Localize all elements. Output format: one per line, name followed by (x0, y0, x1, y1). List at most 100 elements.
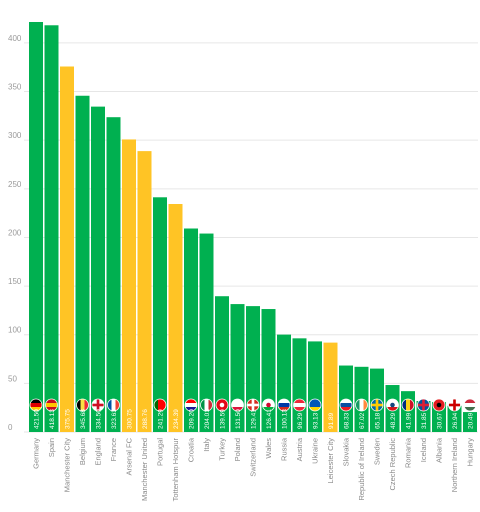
y-tick-label: 300 (8, 131, 22, 140)
category-label: Slovakia (342, 437, 351, 466)
bar (153, 197, 167, 432)
bars (29, 21, 477, 433)
category-label: Switzerland (249, 438, 258, 477)
y-tick-label: 150 (8, 277, 22, 286)
y-tick-label: 100 (8, 326, 22, 335)
y-tick-label: 350 (8, 83, 22, 92)
category-label: Italy (202, 438, 211, 452)
flag-hungary-icon (463, 398, 477, 412)
value-label: 334.50 (95, 409, 102, 429)
bar (168, 204, 183, 432)
category-label: Manchester United (140, 438, 149, 501)
flag-germany-icon (29, 398, 43, 412)
flag-albania-icon (432, 398, 446, 412)
flag-ukraine-icon (308, 398, 322, 412)
value-label: 421.50 (33, 409, 40, 429)
value-label: 91.89 (328, 412, 335, 429)
category-label: Poland (233, 438, 242, 461)
bar (75, 95, 90, 433)
value-label: 20.49 (467, 412, 474, 429)
category-label: Czech Republic (388, 438, 397, 491)
value-label: 48.29 (390, 412, 397, 429)
bar (463, 412, 477, 432)
value-label: 129.41 (250, 409, 257, 429)
value-label: 67.02 (359, 412, 366, 429)
bar (106, 117, 121, 432)
bar (91, 106, 105, 432)
value-label: 209.20 (188, 409, 195, 429)
flag-spain-icon (45, 398, 58, 412)
value-label: 241.29 (157, 409, 164, 429)
value-label: 26.94 (452, 412, 459, 429)
flag-iceland-icon (417, 398, 430, 412)
category-label: Wales (264, 438, 273, 459)
y-tick-label: 250 (8, 180, 22, 189)
bar (60, 66, 74, 432)
value-label: 345.68 (80, 409, 87, 429)
flag-wales-icon (262, 398, 275, 412)
flag-ireland-icon (355, 398, 368, 412)
flag-austria-icon (293, 398, 306, 412)
bar (215, 296, 229, 432)
flag-sweden-icon (370, 398, 384, 412)
category-label: Manchester City (63, 438, 72, 492)
flag-turkey-icon (215, 398, 229, 412)
flags (29, 398, 477, 412)
value-label: 418.13 (49, 409, 56, 429)
category-label: Northern Ireland (450, 438, 459, 492)
category-labels: Germany Spain Manchester City Belgium Englan… (32, 437, 475, 501)
bar (323, 342, 338, 432)
category-label: Turkey (218, 438, 227, 461)
flag-slovakia-icon (339, 398, 353, 412)
category-label: Republic of Ireland (357, 438, 366, 501)
bar (29, 21, 43, 433)
y-tick-label: 400 (8, 34, 22, 43)
category-label: Croatia (187, 437, 196, 462)
category-label: Tottenham Hotspur (171, 438, 180, 502)
flag-northern-ireland-icon (448, 398, 461, 412)
category-label: Russia (280, 437, 289, 461)
y-axis-ticks: 0 50 100 150 200 250 300 350 400 (8, 34, 22, 432)
category-label: Iceland (419, 438, 428, 462)
flag-croatia-icon (184, 398, 198, 412)
category-label: Arsenal FC (125, 437, 134, 475)
category-label: Leicester City (326, 438, 335, 484)
category-label: Ukraine (311, 438, 320, 464)
value-label: 30.67 (436, 412, 443, 429)
bar (137, 151, 152, 432)
category-label: Germany (32, 438, 41, 469)
category-label: Albania (435, 437, 444, 463)
flag-france-icon (107, 398, 120, 412)
bar (447, 405, 462, 432)
value-label: 234.39 (173, 409, 180, 429)
y-tick-label: 50 (8, 374, 17, 383)
value-labels: 421.50 418.13 375.75 345.68 334.50 323.63 300.… (33, 409, 474, 429)
value-label: 31.85 (421, 412, 428, 429)
value-label: 300.75 (126, 409, 133, 429)
category-label: Spain (47, 438, 56, 457)
category-label: Romania (404, 437, 413, 468)
flag-portugal-icon (153, 398, 167, 412)
value-label: 323.63 (111, 409, 118, 429)
flag-romania-icon (401, 398, 415, 412)
flag-poland-icon (231, 398, 244, 412)
category-label: Hungary (466, 438, 475, 467)
value-label: 139.59 (219, 409, 226, 429)
category-label: Sweden (373, 438, 382, 465)
y-tick-label: 200 (8, 228, 22, 237)
category-label: Austria (295, 437, 304, 461)
flag-switzerland-icon (246, 398, 260, 412)
category-label: France (109, 438, 118, 461)
bar (184, 228, 198, 432)
value-label: 41.99 (405, 412, 412, 429)
value-label: 126.41 (266, 409, 273, 429)
category-label: Belgium (78, 438, 87, 465)
flag-czech-republic-icon (386, 398, 399, 412)
flag-italy-icon (200, 398, 213, 412)
value-label: 65.18 (374, 412, 381, 429)
value-label: 96.29 (297, 412, 304, 429)
flag-russia-icon (277, 398, 291, 412)
value-label: 68.33 (343, 412, 350, 429)
bar (199, 233, 214, 432)
